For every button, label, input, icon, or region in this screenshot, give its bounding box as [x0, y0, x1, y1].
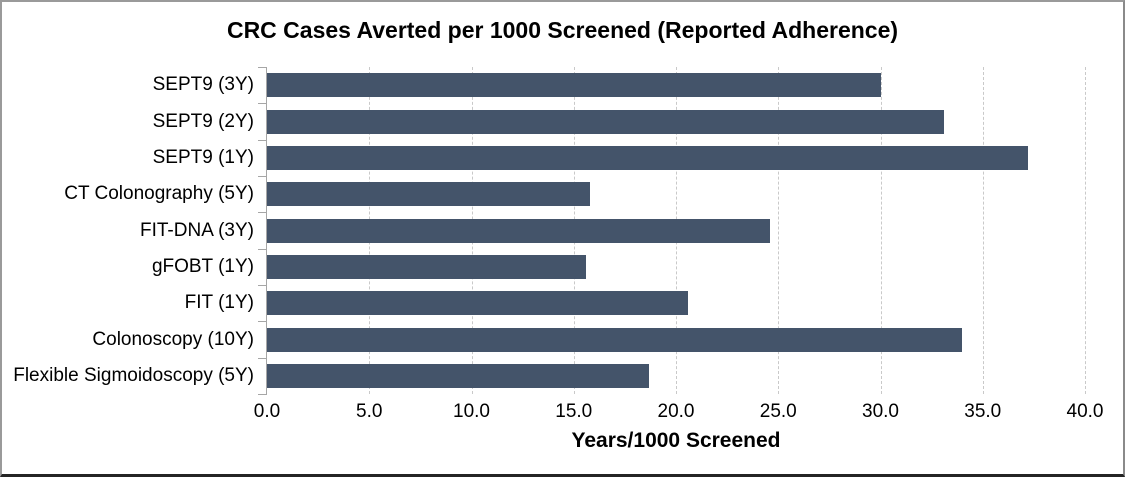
- category-label: SEPT9 (1Y): [152, 146, 254, 168]
- category-label: CT Colonography (5Y): [64, 183, 254, 205]
- bar-colonoscopy-10y: [267, 327, 963, 352]
- category-axis-tick: [258, 357, 266, 359]
- bar-sept9-2y: [267, 109, 944, 134]
- value-axis-tick-label: 15.0: [555, 401, 593, 422]
- bar-sept9-1y: [267, 145, 1028, 170]
- category-label: FIT-DNA (3Y): [139, 219, 254, 241]
- value-axis-tick-label: 35.0: [964, 401, 1002, 422]
- value-axis-tick-label: 25.0: [759, 401, 797, 422]
- bar-fit-dna-3y: [267, 218, 771, 243]
- x-axis-title: Years/1000 Screened: [571, 429, 781, 452]
- value-axis-tick-label: 40.0: [1066, 401, 1104, 422]
- value-axis-tick-label: 5.0: [356, 401, 383, 422]
- bar-gfobt-1y: [267, 254, 587, 279]
- value-axis-tick-label: 0.0: [253, 401, 281, 422]
- category-axis-tick: [258, 67, 266, 68]
- value-axis-tick-label: 10.0: [453, 401, 490, 422]
- gridline-x-25: [778, 67, 780, 394]
- gridline-x-40: [1085, 67, 1086, 394]
- gridline-x-35: [982, 67, 984, 394]
- value-axis-tick-label: 30.0: [862, 401, 899, 422]
- category-label: Flexible Sigmoidoscopy (5Y): [13, 364, 254, 386]
- plot-area: [267, 67, 1112, 394]
- category-axis-line: [266, 67, 267, 395]
- category-axis-tick: [258, 103, 266, 105]
- bar-fit-1y: [267, 291, 689, 316]
- category-label: SEPT9 (2Y): [152, 110, 254, 132]
- bar-ct-colonography-5y: [267, 182, 591, 207]
- category-label: SEPT9 (3Y): [152, 74, 254, 96]
- category-axis-tick: [258, 394, 266, 395]
- category-label: Colonoscopy (10Y): [92, 328, 254, 350]
- category-axis-tick: [258, 248, 266, 250]
- category-axis-tick: [258, 285, 266, 286]
- bar-flexible-sigmoidoscopy-5y: [267, 363, 650, 388]
- chart-title: CRC Cases Averted per 1000 Screened (Rep…: [226, 17, 899, 43]
- category-label: gFOBT (1Y): [151, 255, 254, 277]
- value-axis-tick-label: 20.0: [657, 401, 695, 422]
- category-axis-tick: [258, 321, 266, 323]
- category-axis-tick: [258, 139, 266, 141]
- gridline-x-30: [880, 67, 882, 394]
- category-axis-tick: [258, 212, 266, 214]
- category-label: FIT (1Y): [184, 292, 254, 314]
- category-axis-tick: [258, 176, 266, 177]
- bar-sept9-3y: [267, 73, 881, 98]
